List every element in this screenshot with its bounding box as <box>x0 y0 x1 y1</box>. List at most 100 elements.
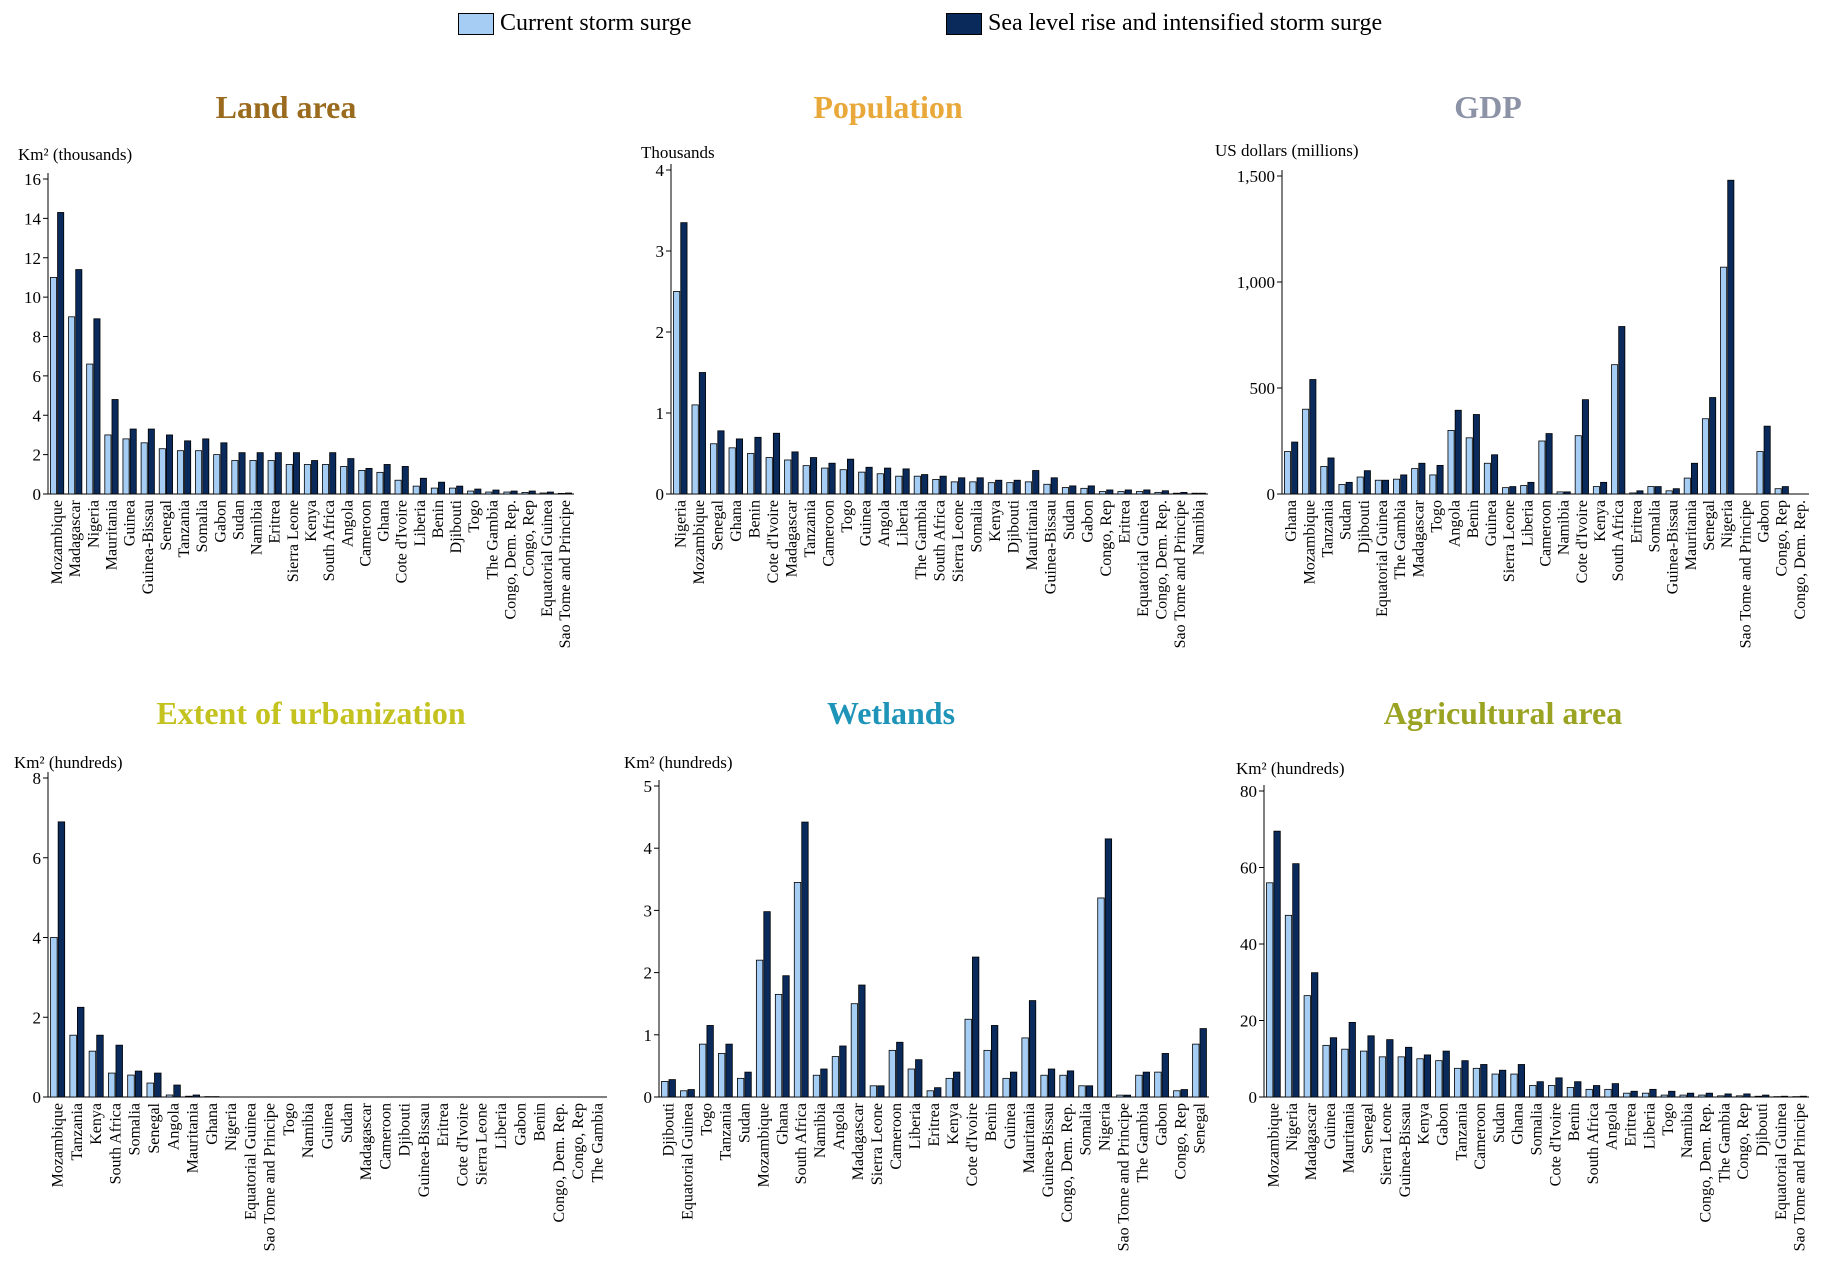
x-tick-label: Madagascar <box>783 499 800 577</box>
x-tick-label: Ghana <box>376 500 393 542</box>
bar-future <box>1291 441 1299 495</box>
x-tick-label: South Africa <box>793 1103 810 1184</box>
bar-future <box>1405 1046 1413 1098</box>
bar-future <box>990 1025 999 1098</box>
x-tick-label: Congo, Rep <box>1774 500 1791 576</box>
x-tick-label: Congo, Rep <box>1098 500 1115 576</box>
x-tick-label: Guinea <box>320 1103 337 1149</box>
x-tick-label: Liberia <box>412 500 429 546</box>
bar-future <box>820 1068 828 1098</box>
legend: Current storm surge Sea level rise and i… <box>0 8 1828 42</box>
x-tick-label: Angola <box>831 1103 848 1150</box>
bar-current <box>1502 487 1510 495</box>
bar-future <box>1527 481 1535 495</box>
bar-future <box>1400 474 1408 495</box>
x-tick-label: Kenya <box>1416 1103 1433 1145</box>
x-tick-label: Somalia <box>1529 1103 1546 1155</box>
x-tick-label: Guinea-Bissau <box>140 500 157 594</box>
x-tick-label: Congo, Dem. Rep. <box>1698 1103 1715 1223</box>
bar-future <box>1199 1028 1207 1098</box>
y-tick-label: 1 <box>656 404 665 423</box>
y-tick-label: 0 <box>1267 485 1276 504</box>
bar-future <box>1418 462 1426 495</box>
bar-future <box>995 479 1003 495</box>
y-tick-label: 6 <box>33 849 42 868</box>
bar-current <box>821 467 829 495</box>
x-tick-label: Tanzania <box>1453 1103 1470 1161</box>
bar-current <box>1024 481 1032 495</box>
x-tick-label: Gabon <box>1756 500 1773 543</box>
x-tick-label: Liberia <box>493 1103 510 1149</box>
y-tick-label: 8 <box>33 769 42 788</box>
bar-current <box>412 485 420 495</box>
bar-current <box>1604 1088 1612 1098</box>
bar-future <box>896 1041 904 1098</box>
y-axis-label: Thousands <box>641 143 715 162</box>
y-tick-label: 8 <box>33 328 42 347</box>
bar-current <box>1623 1092 1631 1098</box>
bar-future <box>1123 1094 1132 1098</box>
x-tick-label: Cameroon <box>1538 500 1555 567</box>
bar-future <box>1649 1088 1657 1098</box>
bar-future <box>1611 1083 1619 1098</box>
bar-future <box>1499 1069 1507 1098</box>
bar-current <box>969 481 977 495</box>
bar-current <box>728 447 736 495</box>
y-axis-label: Km² (hundreds) <box>14 753 123 772</box>
bar-current <box>812 1074 821 1098</box>
bar-future <box>668 1079 676 1098</box>
x-tick-label: Somalia <box>1078 1103 1095 1155</box>
x-tick-label: Eritrea <box>267 500 284 544</box>
bar-current <box>539 492 547 495</box>
bar-current <box>1491 1073 1499 1098</box>
bar-future <box>474 488 482 495</box>
chart-title: GDP <box>1454 89 1522 125</box>
y-tick-label: 3 <box>656 242 665 261</box>
x-tick-label: Madagascar <box>358 1102 375 1180</box>
x-tick-label: Congo, Rep <box>521 500 538 576</box>
y-axis-label: Km² (hundreds) <box>1236 759 1345 778</box>
bar-current <box>802 465 810 495</box>
bar-future <box>1382 479 1390 495</box>
bar-current <box>69 1034 77 1098</box>
bar-current <box>869 1085 878 1098</box>
bar-future <box>1555 1077 1563 1098</box>
bar-current <box>303 464 311 495</box>
x-tick-label: Mozambique <box>49 500 66 584</box>
y-tick-label: 1,000 <box>1237 273 1275 292</box>
chart-panel-4: Wetlands Km² (hundreds) 0 1 2 3 4 5 Djibouti Equa… <box>624 695 1209 1251</box>
x-tick-label: Sudan <box>339 1103 356 1143</box>
bar-current <box>1510 1073 1518 1098</box>
bar-future <box>1386 1039 1394 1098</box>
x-tick-label: Kenya <box>303 500 320 542</box>
bar-future <box>329 452 337 495</box>
x-tick-label: Equatorial Guinea <box>242 1103 259 1220</box>
x-tick-label: Guinea-Bissau <box>1397 1103 1414 1197</box>
y-axis-label: US dollars (millions) <box>1215 141 1359 160</box>
bar-future <box>419 477 427 495</box>
x-tick-label: Guinea <box>122 500 139 546</box>
bar-future <box>828 462 836 495</box>
bar-current <box>1266 882 1274 1098</box>
bar-current <box>376 471 384 495</box>
bar-current <box>1098 491 1107 495</box>
x-tick-label: Gabon <box>512 1103 529 1146</box>
bar-current <box>1720 266 1728 495</box>
x-tick-label: Kenya <box>987 500 1004 542</box>
x-tick-label: Sierra Leone <box>869 1103 886 1185</box>
x-tick-label: Eritrea <box>435 1103 452 1147</box>
bar-future <box>1762 1094 1770 1098</box>
bar-current <box>913 475 921 495</box>
x-tick-label: Madagascar <box>1303 1102 1320 1180</box>
bar-future <box>365 468 373 495</box>
bar-current <box>1320 466 1328 495</box>
x-tick-label: The Gambia <box>1135 1103 1152 1183</box>
bar-future <box>877 1085 885 1098</box>
bar-future <box>1050 477 1058 495</box>
bar-current <box>1374 479 1382 495</box>
x-tick-label: Gabon <box>212 500 229 543</box>
bar-future <box>1311 972 1319 1098</box>
bar-current <box>122 438 130 495</box>
bar-future <box>1363 470 1371 495</box>
